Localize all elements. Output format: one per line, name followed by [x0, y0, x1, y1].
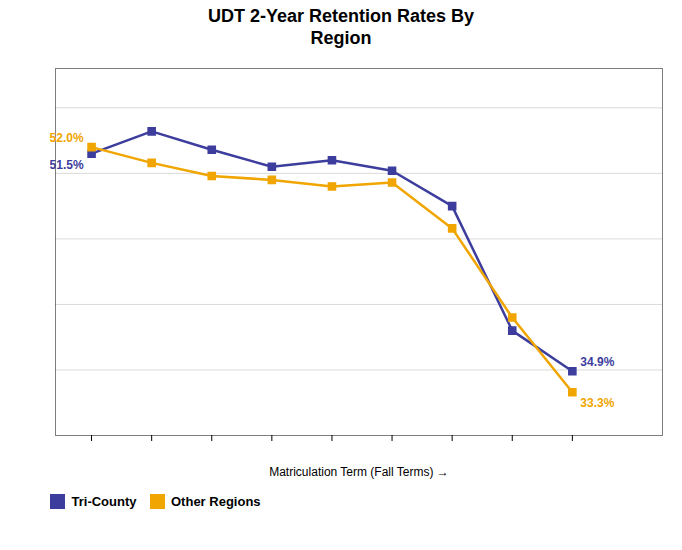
svg-text:51.5%: 51.5% — [50, 158, 84, 172]
html-text:Tri-County: Tri-County — [71, 494, 137, 510]
html-text:Other Regions: Other Regions — [171, 494, 261, 510]
svg-text:52.0%: 52.0% — [50, 131, 84, 145]
svg-text:33.3%: 33.3% — [580, 396, 614, 410]
html-text:UDT 2-Year Retention Rates By: UDT 2-Year Retention Rates By Region — [208, 6, 474, 48]
svg-text:Matriculation Term (Fall Terms: Matriculation Term (Fall Terms) → — [269, 465, 449, 479]
svg-text:34.9%: 34.9% — [580, 355, 614, 369]
